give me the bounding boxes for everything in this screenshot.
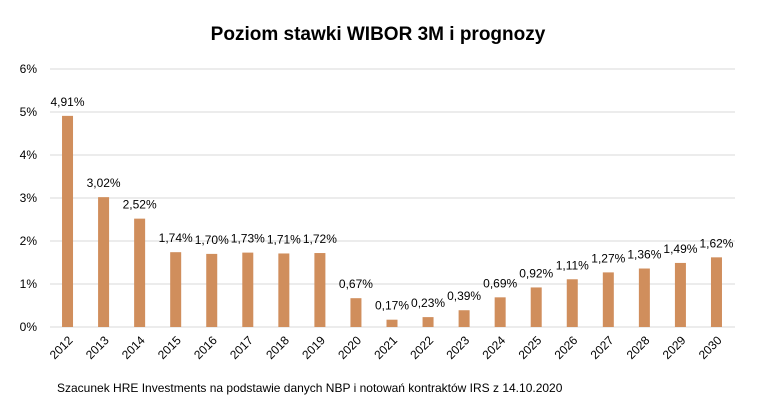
- data-label: 1,74%: [159, 231, 193, 245]
- data-label: 1,72%: [303, 232, 337, 246]
- x-tick-label: 2018: [263, 333, 292, 362]
- x-tick-label: 2016: [191, 333, 220, 362]
- x-tick-label: 2029: [660, 333, 689, 362]
- bar-2026: [566, 279, 578, 327]
- bar-2019: [314, 253, 326, 327]
- data-label: 0,39%: [447, 289, 481, 303]
- data-label: 1,49%: [663, 242, 697, 256]
- bars: [62, 115, 722, 328]
- x-tick-label: 2030: [696, 333, 725, 362]
- bar-2020: [350, 298, 362, 327]
- x-tick-label: 2017: [227, 333, 256, 362]
- data-label: 1,71%: [267, 232, 301, 246]
- x-tick-label: 2012: [47, 333, 76, 362]
- bar-2027: [602, 272, 614, 327]
- data-label: 1,11%: [556, 258, 589, 272]
- y-tick-label: 3%: [20, 191, 38, 205]
- x-tick-label: 2027: [588, 333, 617, 362]
- data-label: 3,02%: [87, 176, 121, 190]
- x-tick-label: 2022: [407, 333, 436, 362]
- y-tick-label: 0%: [20, 320, 38, 334]
- data-label: 1,27%: [591, 251, 625, 265]
- x-tick-label: 2023: [443, 333, 472, 362]
- footnote: Szacunek HRE Investments na podstawie da…: [57, 381, 563, 395]
- bar-2014: [134, 218, 146, 327]
- bar-2029: [674, 262, 686, 327]
- y-tick-label: 6%: [20, 62, 38, 76]
- bar-2017: [242, 252, 254, 327]
- bar-2021: [386, 319, 398, 327]
- data-label: 1,73%: [231, 232, 265, 246]
- data-label: 0,17%: [375, 299, 409, 313]
- bar-2024: [494, 297, 506, 327]
- x-tick-label: 2021: [371, 333, 400, 362]
- data-label: 4,91%: [51, 95, 85, 109]
- y-tick-label: 2%: [20, 234, 38, 248]
- y-tick-label: 4%: [20, 148, 38, 162]
- x-tick-label: 2014: [119, 333, 148, 362]
- x-tick-label: 2026: [552, 333, 581, 362]
- data-label: 1,70%: [195, 233, 229, 247]
- x-tick-label: 2015: [155, 333, 184, 362]
- bar-2012: [62, 115, 74, 328]
- bar-2023: [458, 310, 470, 327]
- data-label: 1,36%: [627, 248, 661, 262]
- x-tick-label: 2025: [516, 333, 545, 362]
- x-axis-ticks: 2012 2013 2014 2015 2016 2017 2018 2019 2020 2021…: [47, 333, 725, 362]
- data-label: 0,23%: [411, 296, 445, 310]
- y-tick-label: 1%: [20, 277, 38, 291]
- bar-2022: [422, 317, 434, 327]
- bar-2015: [170, 252, 182, 327]
- data-labels: 4,91% 3,02%2,52% 1,74% 1,70% 1,73% 1,71% 1,72%…: [51, 95, 734, 313]
- gridlines: [50, 68, 735, 328]
- bar-2030: [710, 257, 722, 327]
- y-tick-label: 5%: [20, 105, 38, 119]
- bar-2013: [98, 197, 110, 327]
- data-label: 0,69%: [483, 276, 517, 290]
- x-tick-label: 2020: [335, 333, 364, 362]
- x-tick-label: 2024: [479, 333, 508, 362]
- data-label: 0,67%: [339, 277, 373, 291]
- data-label: 1,62%: [699, 236, 733, 250]
- bar-2025: [530, 287, 542, 327]
- x-tick-label: 2019: [299, 333, 328, 362]
- data-label: 2,52%: [123, 198, 157, 212]
- bar-2018: [278, 253, 290, 327]
- bar-2016: [206, 253, 218, 327]
- x-tick-label: 2028: [624, 333, 653, 362]
- y-axis-ticks: 0% 1% 2% 3% 4% 5% 6%: [20, 62, 38, 334]
- chart-title: Poziom stawki WIBOR 3M i prognozy: [211, 24, 546, 45]
- data-label: 0,92%: [519, 266, 553, 280]
- x-tick-label: 2013: [83, 333, 112, 362]
- bar-2028: [638, 268, 650, 327]
